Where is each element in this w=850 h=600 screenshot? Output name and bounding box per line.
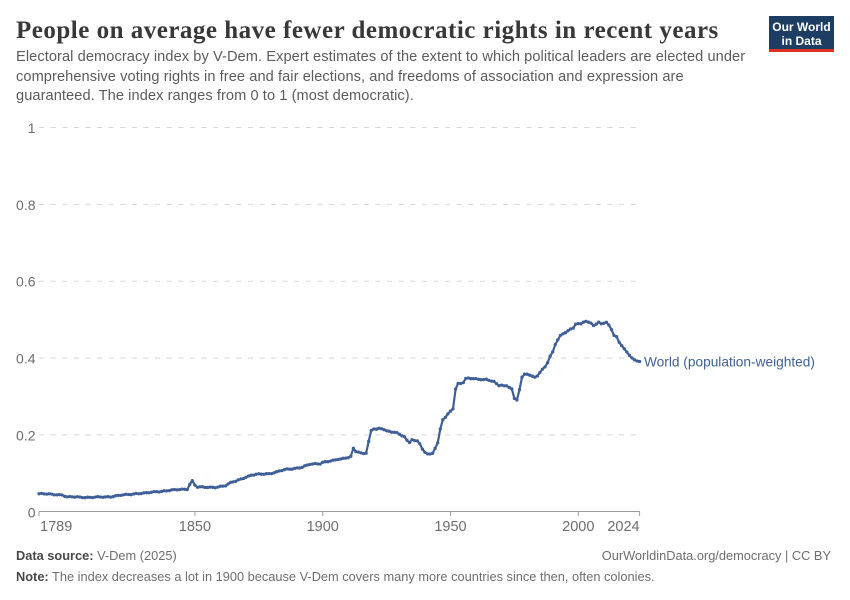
svg-text:1950: 1950 — [434, 519, 466, 535]
svg-text:0.8: 0.8 — [16, 197, 36, 213]
svg-text:0.4: 0.4 — [16, 351, 36, 367]
svg-text:2000: 2000 — [562, 519, 594, 535]
svg-text:1900: 1900 — [307, 519, 339, 535]
svg-text:2024: 2024 — [607, 519, 639, 535]
svg-text:World (population-weighted): World (population-weighted) — [644, 355, 815, 370]
svg-text:1850: 1850 — [179, 519, 211, 535]
svg-text:0.6: 0.6 — [16, 274, 36, 290]
svg-text:1: 1 — [28, 120, 36, 136]
svg-text:0: 0 — [28, 504, 36, 520]
svg-text:0.2: 0.2 — [16, 427, 36, 443]
svg-text:1789: 1789 — [40, 519, 72, 535]
